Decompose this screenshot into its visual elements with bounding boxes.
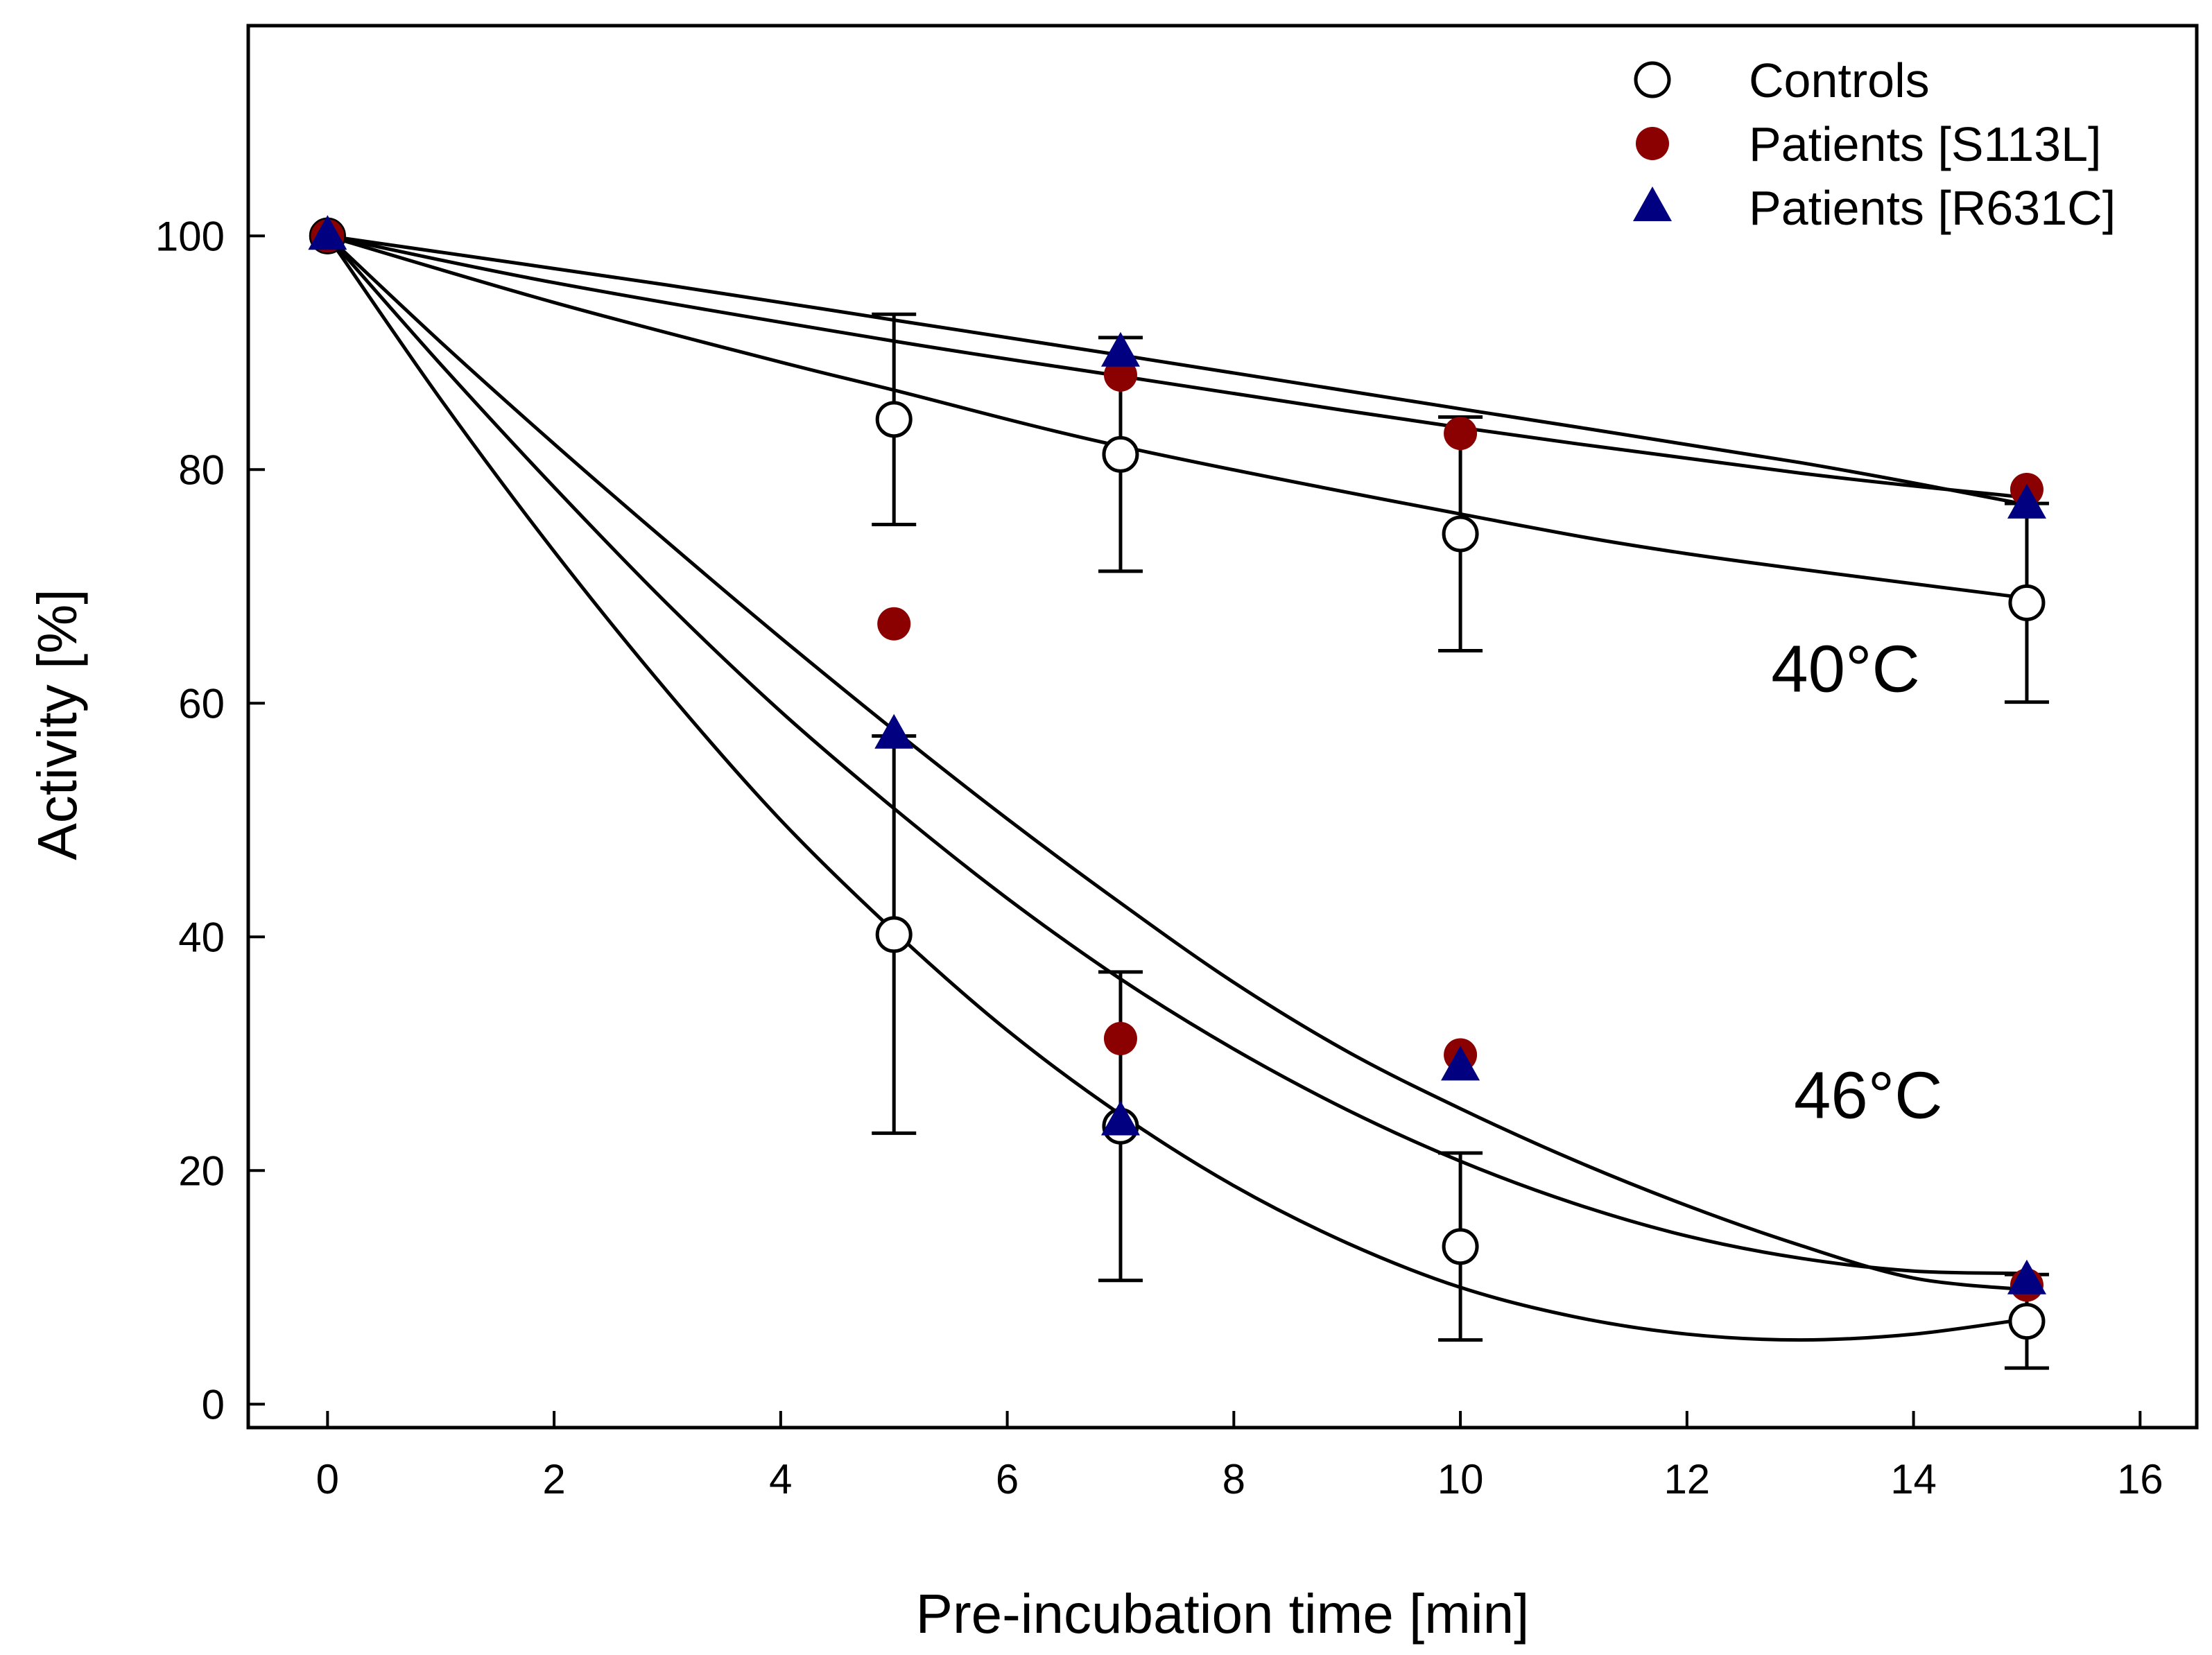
- fit-curves: [326, 234, 2028, 1342]
- point-filled-circle: [1444, 417, 1478, 451]
- data-points: [308, 215, 2046, 1340]
- x-tick-label: 0: [316, 1456, 339, 1502]
- x-tick-label: 14: [1890, 1456, 1937, 1502]
- x-tick-label: 12: [1664, 1456, 1710, 1502]
- y-tick-label: 0: [202, 1381, 225, 1428]
- x-tick-label: 6: [996, 1456, 1019, 1502]
- point-filled-triangle: [1441, 1046, 1480, 1081]
- curve-fit-46-controls: [326, 234, 2028, 1342]
- curve-fit-46-r631c: [326, 234, 2028, 1292]
- annotations: 40°C 46°C: [1771, 632, 1942, 1132]
- x-tick-label: 8: [1222, 1456, 1245, 1502]
- legend-marker: [1633, 187, 1672, 221]
- x-tick-label: 16: [2117, 1456, 2163, 1502]
- y-tick-label: 40: [178, 914, 225, 960]
- curve-fit-40-r631c: [327, 234, 2028, 507]
- point-filled-circle: [877, 607, 911, 641]
- point-open-circle: [2008, 1303, 2046, 1340]
- point-open-circle: [1442, 1228, 1479, 1265]
- point-open-circle: [2008, 584, 2046, 621]
- curve-fit-46-s113l: [326, 234, 2027, 1276]
- y-tick-label: 80: [178, 447, 225, 493]
- curve-fit-40-controls: [327, 234, 2028, 600]
- x-axis-title: Pre-incubation time [min]: [916, 1583, 1530, 1645]
- x-tick-label: 4: [769, 1456, 792, 1502]
- legend-marker: [1636, 127, 1669, 160]
- point-open-circle: [875, 401, 913, 438]
- point-filled-triangle: [308, 215, 347, 250]
- plot-frame: [246, 24, 2199, 1430]
- y-tick-label: 60: [178, 680, 225, 727]
- point-filled-triangle: [2007, 1259, 2046, 1294]
- error-bars: [872, 312, 2049, 1370]
- point-filled-triangle: [1100, 331, 1140, 367]
- y-tick-label: 100: [155, 213, 225, 259]
- y-axis-title: Activity [%]: [26, 589, 88, 860]
- x-tick-label: 10: [1437, 1456, 1484, 1502]
- legend-marker: [1634, 61, 1671, 98]
- legend-label: Controls: [1749, 53, 1930, 107]
- point-filled-circle: [1103, 358, 1137, 392]
- axis-ticks: 0 2 4 6 8 10 12 14 16 0 20 40 60 80 100: [155, 213, 2163, 1502]
- legend-label: Patients [S113L]: [1749, 117, 2102, 171]
- point-filled-circle: [1103, 1021, 1137, 1055]
- x-tick-label: 2: [542, 1456, 565, 1502]
- point-filled-triangle: [1100, 1100, 1140, 1136]
- legend: Controls Patients [S113L] Patients [R631C]: [1633, 53, 2116, 235]
- point-filled-triangle: [874, 713, 914, 749]
- legend-label: Patients [R631C]: [1749, 181, 2116, 235]
- point-open-circle: [1442, 515, 1479, 553]
- annotation-label: 40°C: [1771, 632, 1920, 706]
- y-tick-label: 20: [178, 1147, 225, 1194]
- point-open-circle: [875, 916, 913, 953]
- point-filled-triangle: [2007, 483, 2046, 519]
- annotation-label: 46°C: [1794, 1058, 1943, 1132]
- point-open-circle: [1102, 435, 1139, 473]
